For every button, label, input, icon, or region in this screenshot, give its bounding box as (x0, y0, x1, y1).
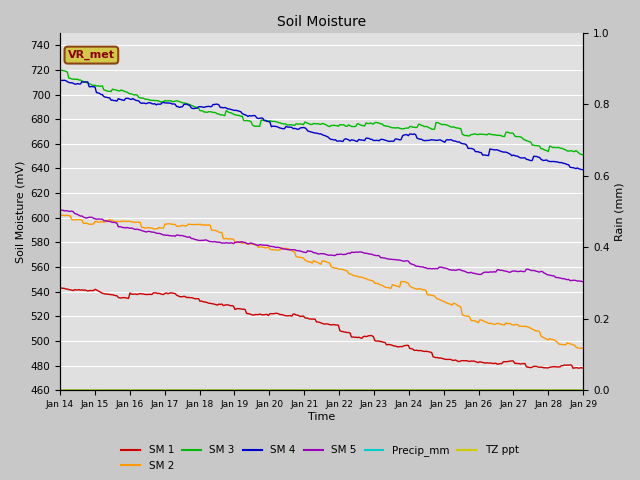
Legend: SM 1, SM 2, SM 3, SM 4, SM 5, Precip_mm, TZ ppt: SM 1, SM 2, SM 3, SM 4, SM 5, Precip_mm,… (117, 441, 523, 475)
Y-axis label: Soil Moisture (mV): Soil Moisture (mV) (15, 160, 25, 263)
Y-axis label: Rain (mm): Rain (mm) (615, 182, 625, 241)
X-axis label: Time: Time (308, 412, 335, 422)
Title: Soil Moisture: Soil Moisture (277, 15, 366, 29)
Text: VR_met: VR_met (68, 50, 115, 60)
